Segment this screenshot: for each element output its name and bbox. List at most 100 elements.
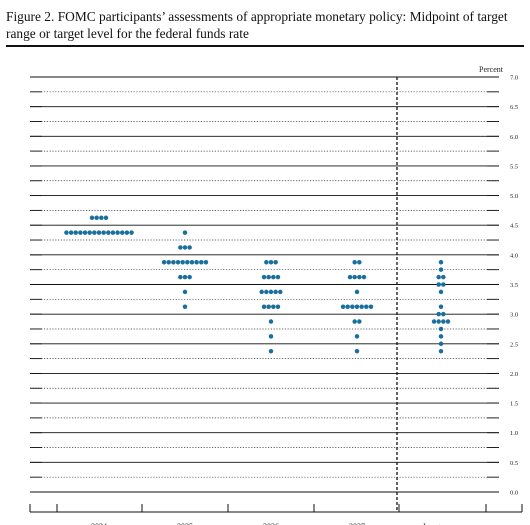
participant-dot	[99, 215, 104, 221]
participant-dot	[89, 215, 95, 221]
axes: 0.0 0.5 1.0 1.5 2.0 2.5 3.0 3.5 4.0 4.5 5.0 5.5 6.0 6…	[29, 75, 523, 525]
y-tick-label: 6.5	[510, 104, 518, 111]
participant-dot	[268, 289, 274, 295]
participant-dot	[361, 274, 367, 280]
participant-dot	[441, 319, 446, 324]
participant-dot	[106, 230, 111, 235]
participant-dot	[182, 304, 188, 309]
participant-dot	[438, 304, 444, 309]
participant-dot	[64, 230, 69, 235]
x-tick-label: 2027	[349, 522, 365, 525]
y-tick-label: 0.0	[510, 490, 518, 497]
participant-dot	[352, 274, 357, 280]
participant-dot	[87, 230, 92, 235]
participant-dot	[436, 319, 441, 324]
participant-dot	[273, 289, 278, 295]
participant-dot	[357, 274, 362, 280]
participant-dot	[271, 274, 276, 280]
participant-dot	[436, 274, 441, 280]
participant-dot	[273, 260, 278, 265]
participant-dot	[438, 326, 444, 332]
participant-dot	[266, 304, 271, 309]
y-axis-label: Percent	[479, 65, 504, 74]
participant-dot	[261, 304, 267, 309]
participant-dot	[115, 230, 120, 235]
participant-dot	[357, 319, 362, 324]
dots	[64, 215, 451, 354]
participant-dot	[182, 245, 188, 250]
y-tick-label: 2.0	[510, 371, 518, 378]
participant-dot	[268, 260, 274, 265]
participant-dot	[124, 230, 130, 235]
participant-dot	[354, 289, 360, 295]
participant-dot	[438, 341, 444, 347]
y-tick-label: 1.0	[510, 430, 518, 437]
participant-dot	[194, 260, 199, 265]
participant-dot	[203, 260, 209, 265]
participant-dot	[438, 267, 444, 272]
participant-dot	[364, 304, 369, 309]
participant-dot	[354, 334, 360, 339]
participant-dot	[445, 319, 451, 324]
participant-dot	[268, 348, 274, 354]
participant-dot	[161, 260, 167, 265]
participant-dot	[350, 304, 355, 309]
participant-dot	[431, 319, 437, 324]
participant-dot	[92, 230, 97, 235]
participant-dot	[110, 230, 116, 235]
participant-dot	[441, 311, 446, 317]
participant-dot	[275, 274, 281, 280]
participant-dot	[171, 260, 176, 265]
participant-dot	[441, 274, 446, 280]
participant-dot	[199, 260, 204, 265]
participant-dot	[268, 319, 274, 324]
participant-dot	[129, 230, 134, 235]
caption-rule	[6, 45, 524, 47]
participant-dot	[180, 260, 185, 265]
grid	[30, 76, 499, 493]
y-tick-label: 4.0	[510, 252, 518, 259]
participant-dot	[189, 260, 195, 265]
participant-dot	[182, 230, 188, 235]
x-tick-label: 2024	[91, 522, 107, 525]
participant-dot	[354, 304, 360, 309]
participant-dot	[438, 289, 444, 295]
participant-dot	[340, 304, 346, 309]
participant-dot	[182, 289, 188, 295]
y-tick-label: 6.0	[510, 134, 518, 141]
y-tick-label: 1.5	[510, 401, 518, 408]
participant-dot	[271, 304, 276, 309]
participant-dot	[187, 245, 192, 250]
participant-dot	[103, 215, 109, 221]
participant-dot	[352, 319, 357, 324]
y-tick-label: 5.5	[510, 163, 518, 170]
participant-dot	[185, 260, 190, 265]
participant-dot	[82, 230, 88, 235]
participant-dot	[345, 304, 350, 309]
x-tick-label: 2026	[263, 522, 279, 525]
participant-dot	[187, 274, 192, 280]
participant-dot	[101, 230, 106, 235]
x-tick-label: 2025	[177, 522, 193, 525]
participant-dot	[182, 274, 188, 280]
y-tick-label: 4.5	[510, 223, 518, 230]
participant-dot	[347, 274, 353, 280]
participant-dot	[178, 245, 183, 250]
participant-dot	[264, 260, 269, 265]
participant-dot	[178, 274, 183, 280]
participant-dot	[438, 334, 444, 339]
participant-dot	[73, 230, 78, 235]
y-tick-label: 5.0	[510, 193, 518, 200]
participant-dot	[359, 304, 364, 309]
participant-dot	[166, 260, 171, 265]
participant-dot	[68, 230, 74, 235]
participant-dot	[94, 215, 99, 221]
participant-dot	[78, 230, 83, 235]
participant-dot	[264, 289, 269, 295]
participant-dot	[438, 348, 444, 354]
participant-dot	[261, 274, 267, 280]
participant-dot	[259, 289, 264, 295]
participant-dot	[441, 282, 446, 287]
participant-dot	[175, 260, 181, 265]
